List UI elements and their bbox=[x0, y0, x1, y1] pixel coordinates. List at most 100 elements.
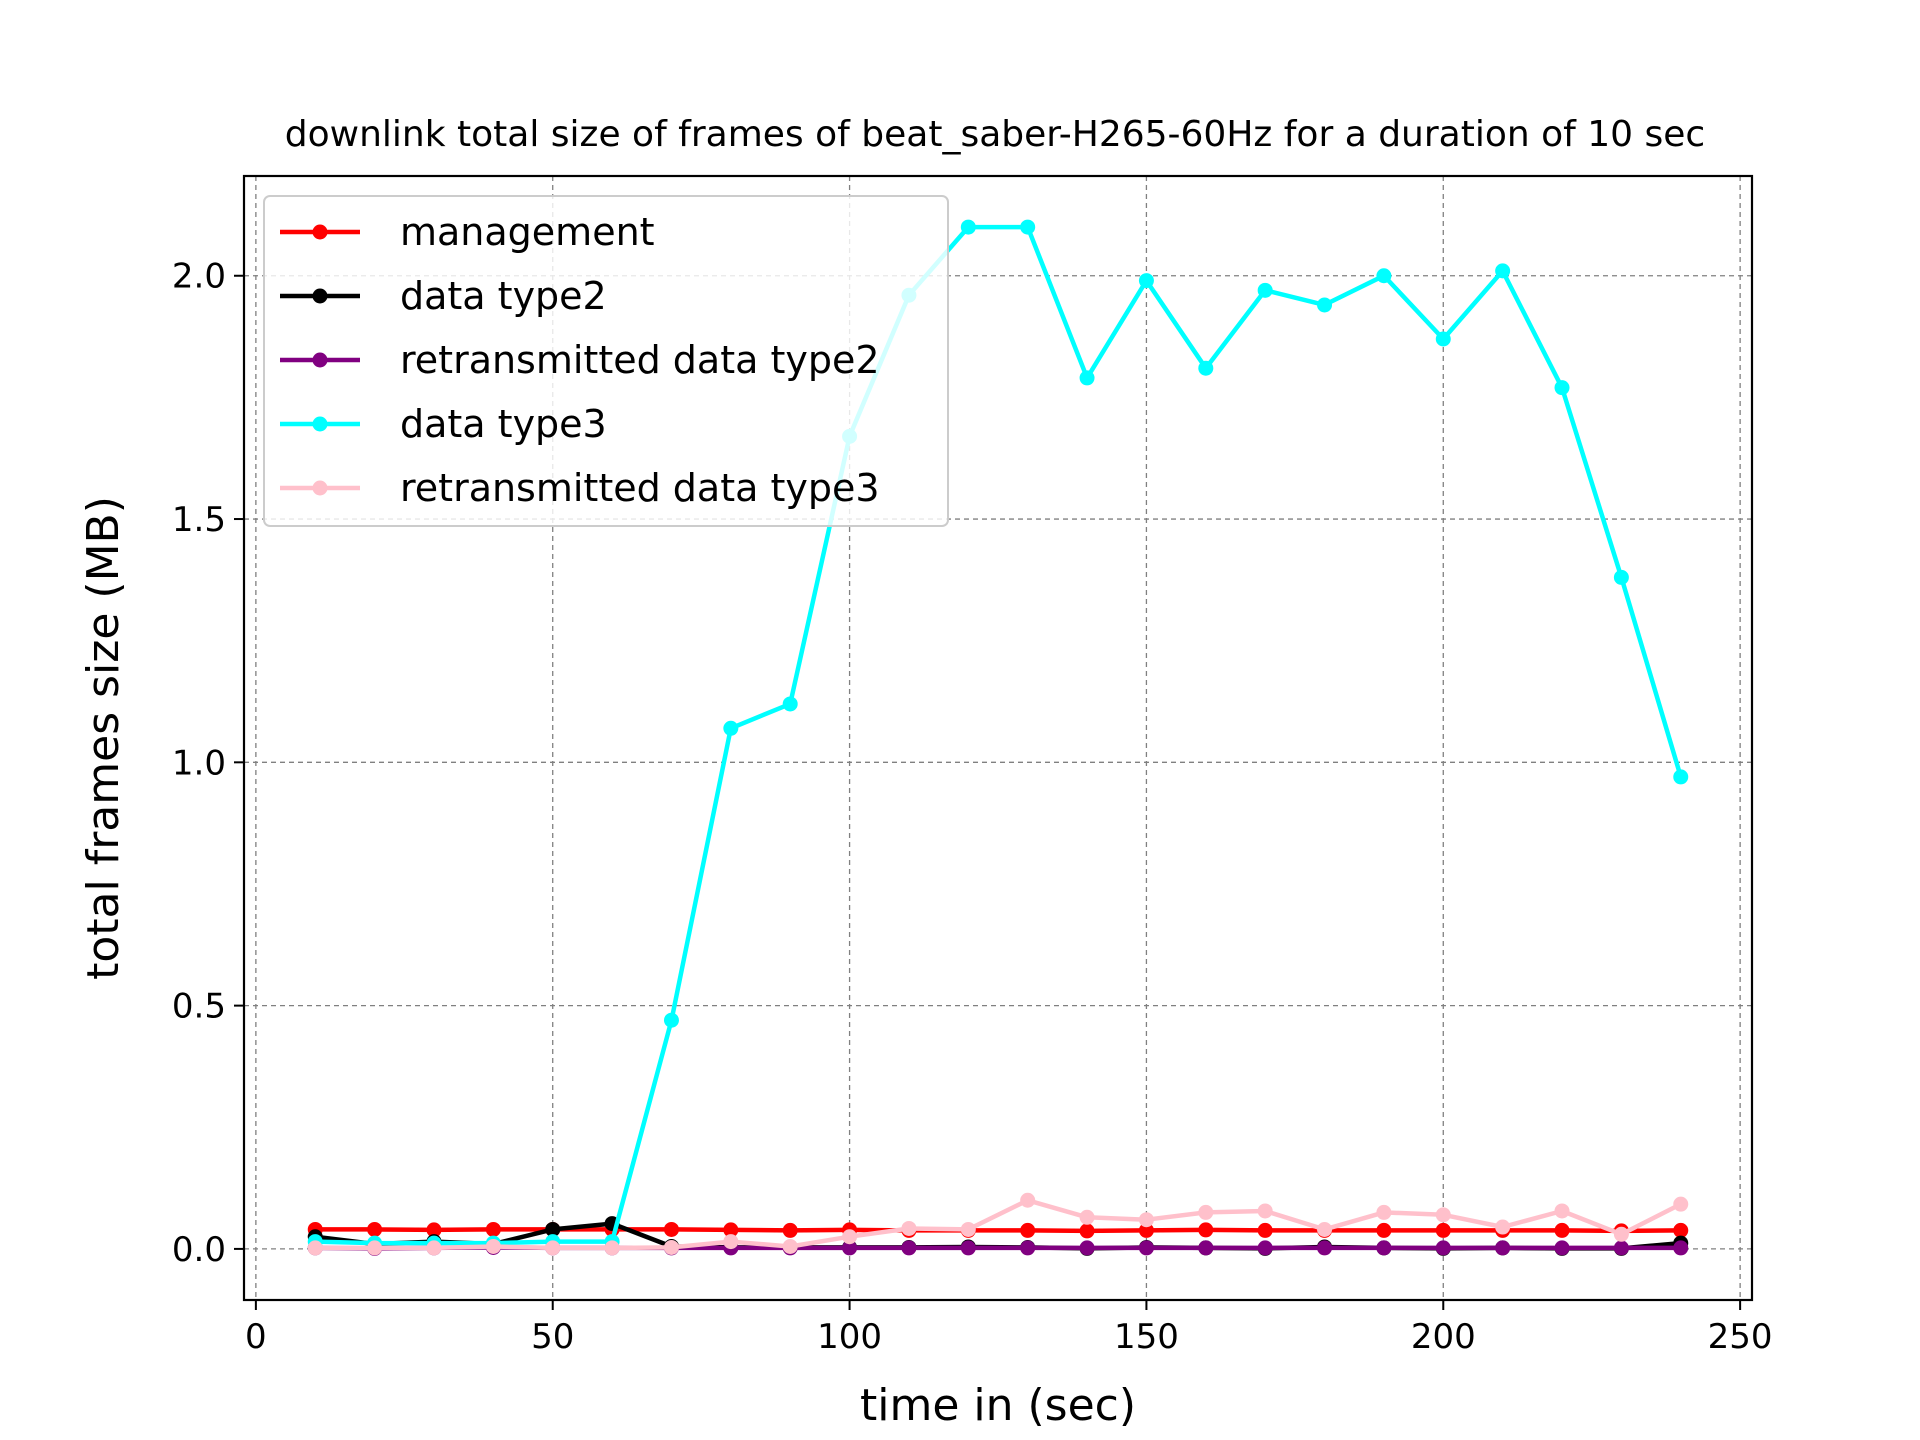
data-point bbox=[1257, 1240, 1273, 1256]
y-tick-label: 2.0 bbox=[172, 257, 226, 297]
data-point bbox=[1020, 1222, 1036, 1238]
legend-label: management bbox=[400, 210, 655, 254]
legend-label: data type3 bbox=[400, 402, 607, 446]
data-point bbox=[960, 1240, 976, 1256]
data-point bbox=[1673, 1240, 1689, 1256]
plot-frame bbox=[242, 174, 1754, 1302]
data-point bbox=[1435, 1240, 1451, 1256]
series-line bbox=[315, 1198, 1682, 1251]
legend-swatch-marker bbox=[312, 224, 328, 240]
legend-label: data type2 bbox=[400, 274, 607, 318]
data-point bbox=[960, 1221, 976, 1237]
x-tick-label: 150 bbox=[1114, 1317, 1179, 1357]
data-point bbox=[1673, 769, 1689, 785]
legend-item: data type3 bbox=[280, 402, 607, 446]
data-point bbox=[723, 720, 739, 736]
legend-swatch-marker bbox=[312, 416, 328, 432]
legend-swatch-marker bbox=[312, 352, 328, 368]
x-axis-ticks: 0 50 100 150 200 250 bbox=[245, 1300, 1773, 1357]
data-point bbox=[782, 1222, 798, 1238]
legend-item: retransmitted data type2 bbox=[280, 338, 880, 382]
data-point bbox=[1138, 1212, 1154, 1228]
x-axis-label: time in (sec) bbox=[860, 1380, 1136, 1431]
x-tick-label: 50 bbox=[531, 1317, 574, 1357]
data-point bbox=[426, 1240, 442, 1256]
data-point bbox=[485, 1238, 501, 1254]
y-tick-label: 1.5 bbox=[172, 500, 226, 540]
data-point bbox=[782, 1238, 798, 1254]
data-point bbox=[485, 1221, 501, 1237]
data-point bbox=[426, 1222, 442, 1238]
data-point bbox=[1435, 1222, 1451, 1238]
legend-swatch-marker bbox=[312, 288, 328, 304]
y-axis-label: total frames size (MB) bbox=[78, 496, 129, 980]
x-tick-label: 250 bbox=[1708, 1317, 1773, 1357]
data-point bbox=[1317, 1240, 1333, 1256]
legend: management data type2 retransmitted data t… bbox=[263, 195, 949, 527]
data-point bbox=[1020, 1240, 1036, 1256]
data-point bbox=[1317, 1221, 1333, 1237]
data-point bbox=[1376, 1222, 1392, 1238]
data-point bbox=[1554, 1222, 1570, 1238]
data-point bbox=[1079, 1240, 1095, 1256]
data-point bbox=[1198, 1222, 1214, 1238]
x-tick-label: 200 bbox=[1411, 1317, 1476, 1357]
chart-title: downlink total size of frames of beat_sa… bbox=[285, 114, 1705, 155]
data-point bbox=[1138, 1222, 1154, 1238]
data-point bbox=[1613, 1240, 1629, 1256]
data-point bbox=[604, 1240, 620, 1256]
data-point bbox=[901, 1220, 917, 1236]
data-point bbox=[663, 1012, 679, 1028]
data-point bbox=[1020, 1192, 1036, 1208]
data-point bbox=[1079, 370, 1095, 386]
data-point bbox=[1198, 1240, 1214, 1256]
data-point bbox=[545, 1221, 561, 1237]
data-point bbox=[1079, 1223, 1095, 1239]
data-point bbox=[1257, 1222, 1273, 1238]
data-point bbox=[1138, 273, 1154, 289]
data-point bbox=[960, 219, 976, 235]
legend-swatch-marker bbox=[312, 480, 328, 496]
data-point bbox=[1613, 1226, 1629, 1242]
x-tick-label: 100 bbox=[817, 1317, 882, 1357]
data-point bbox=[1495, 1219, 1511, 1235]
series-line bbox=[315, 224, 1683, 1246]
data-point bbox=[1079, 1209, 1095, 1225]
grid-lines bbox=[244, 176, 1752, 1300]
data-point bbox=[663, 1221, 679, 1237]
data-point bbox=[367, 1221, 383, 1237]
data-point bbox=[782, 696, 798, 712]
legend-label: retransmitted data type3 bbox=[400, 466, 880, 510]
legend-item: management bbox=[280, 210, 655, 254]
data-point bbox=[1376, 268, 1392, 284]
series-retransmitted-data-type3 bbox=[307, 1192, 1689, 1256]
data-point bbox=[1257, 1203, 1273, 1219]
y-tick-label: 0.5 bbox=[172, 987, 226, 1027]
data-point bbox=[307, 1240, 323, 1256]
data-point bbox=[545, 1240, 561, 1256]
series-line bbox=[315, 1227, 1681, 1234]
legend-item: data type2 bbox=[280, 274, 607, 318]
x-tick-label: 0 bbox=[245, 1317, 267, 1357]
data-point bbox=[842, 1240, 858, 1256]
y-tick-label: 1.0 bbox=[172, 743, 226, 783]
data-point bbox=[723, 1222, 739, 1238]
data-point bbox=[1495, 263, 1511, 279]
legend-item: retransmitted data type3 bbox=[280, 466, 880, 510]
data-point bbox=[1554, 1203, 1570, 1219]
data-point bbox=[1435, 331, 1451, 347]
data-point bbox=[1376, 1240, 1392, 1256]
legend-label: retransmitted data type2 bbox=[400, 338, 880, 382]
data-point bbox=[1435, 1207, 1451, 1223]
data-point bbox=[1020, 219, 1036, 235]
data-point bbox=[1673, 1196, 1689, 1212]
data-point bbox=[1376, 1204, 1392, 1220]
data-point bbox=[842, 1229, 858, 1245]
y-axis-ticks: 0.0 0.5 1.0 1.5 2.0 bbox=[172, 257, 244, 1270]
data-point bbox=[1257, 282, 1273, 298]
data-point bbox=[901, 1240, 917, 1256]
data-point bbox=[1613, 569, 1629, 585]
data-point bbox=[1554, 380, 1570, 396]
data-point bbox=[663, 1239, 679, 1255]
